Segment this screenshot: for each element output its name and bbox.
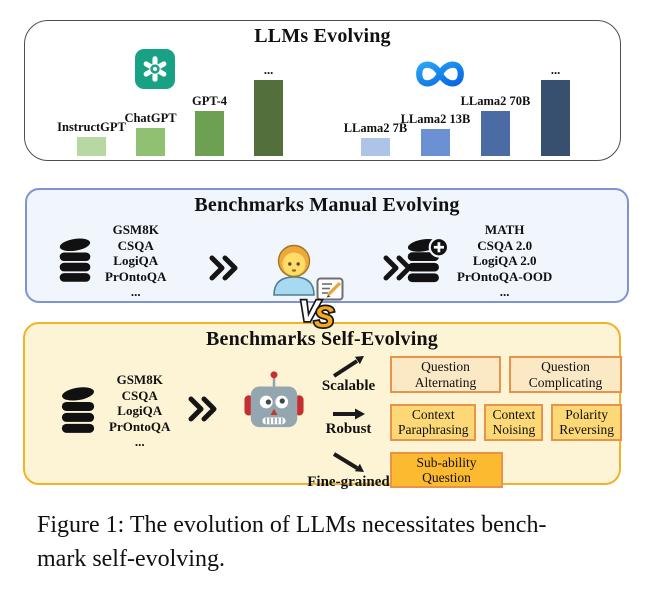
- bar-chatgpt: ChatGPT: [124, 111, 177, 156]
- source-dataset-list: GSM8K CSQA LogiQA PrOntoQA ...: [109, 372, 170, 450]
- database-icon: [59, 238, 91, 282]
- bar-openai-future: ...: [254, 63, 283, 156]
- figure-caption: Figure 1: The evolution of LLMs necessit…: [37, 508, 629, 576]
- dataset-item: LogiQA: [113, 253, 159, 268]
- database-icon: [61, 387, 95, 433]
- dataset-item: GSM8K: [116, 372, 163, 387]
- human-annotator-block: [270, 242, 344, 301]
- direction-robust: Robust: [307, 406, 390, 438]
- panel-llms-evolving: LLMs Evolving: [24, 20, 621, 161]
- dataset-item: LogiQA 2.0: [472, 253, 537, 268]
- vs-letter-s: S: [314, 301, 334, 333]
- evolving-directions: Scalable Question Alternating Question C…: [307, 354, 622, 500]
- openai-logo-icon: [135, 49, 175, 89]
- bar-llama2-13b: LLama2 13B: [401, 112, 470, 156]
- vs-icon: V S: [298, 293, 336, 333]
- dataset-item: ...: [134, 434, 145, 449]
- dataset-item: PrOntoQA: [105, 268, 167, 284]
- caption-line-1: Figure 1: The evolution of LLMs necessit…: [37, 512, 547, 538]
- source-benchmarks-block: GSM8K CSQA LogiQA PrOntoQA ...: [57, 222, 166, 300]
- direction-label: Fine-grained: [307, 473, 390, 490]
- arrow-down-right-icon: [332, 451, 364, 472]
- dataset-item: PrOntoQA: [109, 418, 171, 434]
- evolved-benchmarks-block: MATH CSQA 2.0 LogiQA 2.0 PrOntoQA-OOD ..…: [405, 222, 552, 300]
- bar-llama2-70b: LLama2 70B: [461, 94, 530, 156]
- robot-block: [243, 368, 305, 439]
- evolved-dataset-list: MATH CSQA 2.0 LogiQA 2.0 PrOntoQA-OOD ..…: [457, 222, 552, 300]
- chevrons-icon: [209, 255, 238, 281]
- bar-label: LLama2 7B: [343, 121, 408, 135]
- method-box-context-paraphrasing: Context Paraphrasing: [390, 404, 477, 441]
- dataset-item: CSQA: [117, 237, 154, 253]
- bar: [541, 80, 570, 156]
- dataset-item: ...: [499, 284, 510, 299]
- dataset-item: ...: [130, 284, 141, 299]
- bar-label: ...: [550, 63, 561, 77]
- panel-title: Benchmarks Manual Evolving: [194, 194, 460, 216]
- dataset-item: LogiQA: [117, 403, 163, 418]
- direction-scalable: Scalable: [307, 354, 390, 395]
- bar-label: ChatGPT: [124, 111, 177, 125]
- arrow-up-right-icon: [332, 356, 364, 378]
- bar: [195, 111, 224, 156]
- bar-label: LLama2 70B: [460, 94, 531, 108]
- robot-icon: [244, 371, 304, 428]
- chevrons-icon: [188, 396, 217, 422]
- bar-meta-future: ...: [541, 63, 570, 156]
- bar: [361, 138, 390, 156]
- method-box-context-noising: Context Noising: [484, 404, 544, 441]
- dataset-item: MATH: [484, 222, 525, 237]
- openai-knot-icon: [143, 56, 167, 82]
- meta-logo-icon: [416, 61, 464, 87]
- bar: [77, 137, 106, 156]
- dataset-item: CSQA: [121, 387, 158, 403]
- direction-label: Scalable: [321, 378, 376, 394]
- method-box-question-complicating: Question Complicating: [509, 356, 622, 393]
- source-benchmarks-block: GSM8K CSQA LogiQA PrOntoQA ...: [59, 372, 170, 450]
- bar-label: GPT-4: [192, 94, 227, 108]
- method-box-sub-ability-question: Sub-ability Question: [390, 451, 503, 489]
- method-box-polarity-reversing: Polarity Reversing: [551, 404, 622, 441]
- direction-fine-grained: Fine-grained: [307, 450, 390, 491]
- bar: [421, 129, 450, 156]
- panel-title: Benchmarks Self-Evolving: [205, 328, 439, 350]
- bar-llama2-7b: LLama2 7B: [344, 121, 407, 156]
- bar-instructgpt: InstructGPT: [57, 120, 126, 156]
- method-box-question-alternating: Question Alternating: [390, 356, 501, 393]
- method-boxes: Question Alternating Question Complicati…: [390, 356, 622, 393]
- dataset-item: GSM8K: [112, 222, 159, 237]
- caption-line-2: mark self-evolving.: [37, 546, 225, 572]
- direction-row-scalable: Scalable Question Alternating Question C…: [307, 354, 622, 395]
- bar-gpt4: GPT-4: [192, 94, 227, 156]
- panel-benchmarks-manual-evolving: Benchmarks Manual Evolving GSM8K CSQA Lo…: [25, 188, 629, 303]
- arrow-right-icon: [332, 408, 365, 420]
- bar: [481, 111, 510, 156]
- database-plus-icon: [407, 236, 449, 282]
- dataset-item: CSQA 2.0: [477, 237, 533, 253]
- panel-title: LLMs Evolving: [254, 25, 391, 47]
- person-icon: [273, 244, 315, 296]
- bar-label: InstructGPT: [57, 120, 126, 134]
- direction-label: Robust: [325, 421, 372, 438]
- bar-group-meta: LLama2 7B LLama2 13B LLama2 70B ...: [344, 63, 570, 156]
- bar-label: ...: [263, 63, 274, 77]
- memo-icon: [316, 277, 344, 301]
- method-boxes: Sub-ability Question: [390, 451, 503, 489]
- bar: [136, 128, 165, 156]
- direction-row-fine-grained: Fine-grained Sub-ability Question: [307, 450, 622, 491]
- bar-label: LLama2 13B: [400, 112, 471, 126]
- source-dataset-list: GSM8K CSQA LogiQA PrOntoQA ...: [105, 222, 166, 300]
- bar: [254, 80, 283, 156]
- dataset-item: PrOntoQA-OOD: [457, 268, 553, 284]
- panel-benchmarks-self-evolving: Benchmarks Self-Evolving GSM8K CSQA Logi…: [23, 322, 622, 490]
- direction-row-robust: Robust Context Paraphrasing Context Nois…: [307, 404, 622, 441]
- bar-group-openai: InstructGPT ChatGPT GPT-4 ...: [57, 63, 283, 156]
- method-boxes: Context Paraphrasing Context Noising Pol…: [390, 404, 622, 441]
